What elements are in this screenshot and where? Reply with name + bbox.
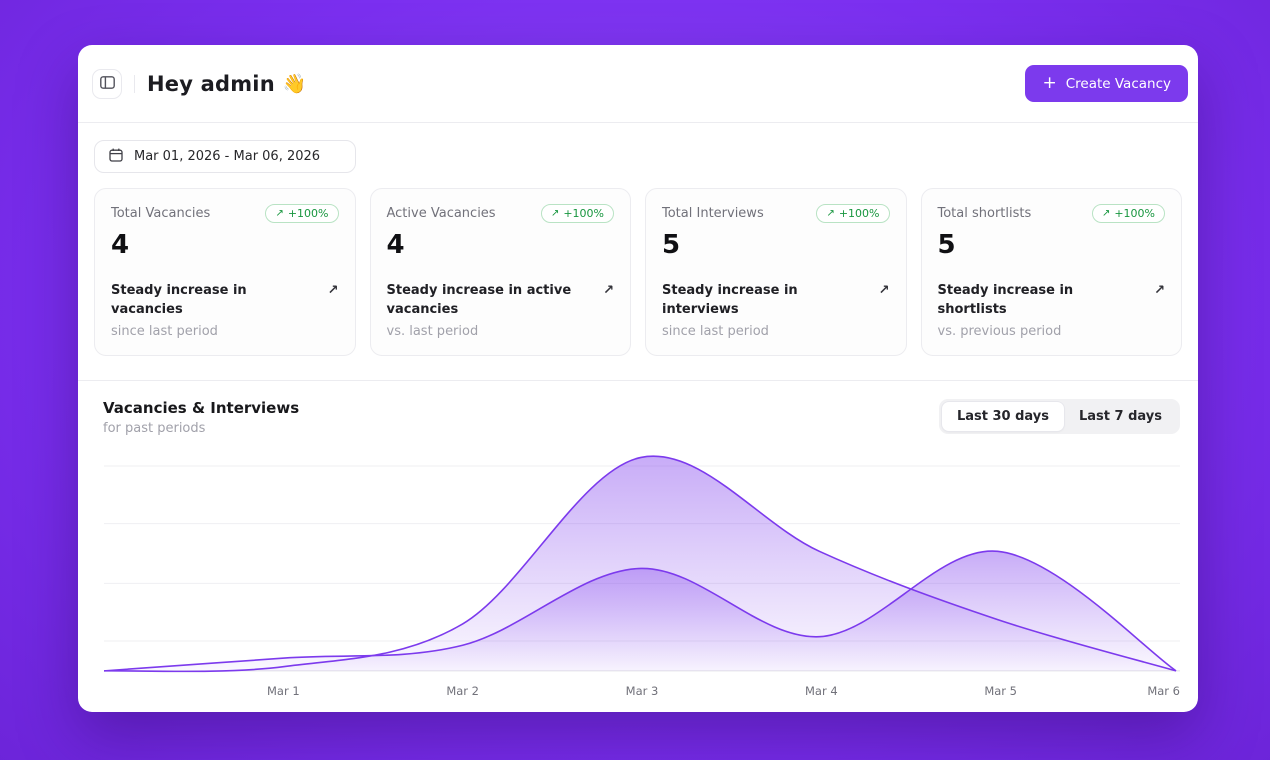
x-axis-label: Mar 4	[804, 684, 838, 698]
stat-title: Total Interviews	[662, 206, 764, 221]
page-title: Hey admin 👋	[147, 72, 307, 96]
stat-title: Active Vacancies	[386, 206, 496, 221]
stat-value: 4	[111, 230, 130, 260]
trend-badge: ↗ +100%	[265, 204, 339, 223]
chart-subtitle: for past periods	[103, 421, 206, 436]
trend-badge: ↗ +100%	[1091, 204, 1165, 223]
app-header: Hey admin 👋 + Create Vacancy	[78, 45, 1198, 123]
badge-value: +100%	[838, 207, 880, 220]
stat-title: Total Vacancies	[111, 206, 211, 221]
create-vacancy-label: Create Vacancy	[1065, 75, 1171, 92]
stat-card-total-shortlists: Total shortlists ↗ +100% 5 Steady increa…	[920, 188, 1182, 356]
range-button-last-7-days[interactable]: Last 7 days	[1064, 402, 1177, 431]
x-axis-labels: Mar 1 Mar 2 Mar 3 Mar 4 Mar 5 Mar 6	[104, 684, 1180, 702]
stat-highlight-text: Steady increase in active vacancies	[386, 283, 572, 318]
create-vacancy-button[interactable]: + Create Vacancy	[1025, 65, 1188, 102]
card-top: Active Vacancies ↗ +100%	[386, 204, 614, 223]
stat-title: Total shortlists	[937, 206, 1032, 221]
stat-card-active-vacancies: Active Vacancies ↗ +100% 4 Steady increa…	[369, 188, 631, 356]
x-axis-label: Mar 6	[1147, 684, 1180, 698]
trend-up-icon: ↗	[1154, 283, 1165, 299]
stat-value: 5	[937, 230, 956, 260]
wave-emoji-icon: 👋	[282, 73, 307, 95]
stat-value: 5	[662, 230, 681, 260]
stat-card-total-interviews: Total Interviews ↗ +100% 5 Steady increa…	[645, 188, 907, 356]
plus-icon: +	[1042, 73, 1057, 93]
date-row: Mar 01, 2026 - Mar 06, 2026	[78, 123, 1198, 188]
stat-caption: vs. last period	[386, 324, 479, 339]
section-divider	[78, 380, 1198, 381]
trend-badge: ↗ +100%	[816, 204, 890, 223]
badge-value: +100%	[563, 207, 604, 220]
stat-highlight: Steady increase in vacancies ↗	[111, 282, 339, 320]
trend-up-icon: ↗	[826, 208, 835, 219]
date-range-value: Mar 01, 2026 - Mar 06, 2026	[134, 149, 321, 164]
stat-highlight: Steady increase in shortlists ↗	[938, 282, 1166, 320]
chart-area: Mar 1 Mar 2 Mar 3 Mar 4 Mar 5 Mar 6	[78, 440, 1198, 712]
stat-value: 4	[386, 230, 405, 260]
stat-caption: since last period	[111, 324, 218, 339]
stat-highlight: Steady increase in active vacancies ↗	[387, 282, 615, 320]
trend-up-icon: ↗	[878, 283, 890, 299]
stat-caption: since last period	[662, 324, 769, 339]
trend-up-icon: ↗	[1101, 208, 1111, 219]
greeting-text: Hey admin	[147, 71, 275, 96]
trend-up-icon: ↗	[550, 208, 560, 219]
stat-highlight-text: Steady increase in vacancies	[111, 283, 247, 318]
trend-up-icon: ↗	[275, 208, 284, 219]
main-content: Mar 01, 2026 - Mar 06, 2026 Total Vacanc…	[78, 123, 1198, 712]
calendar-icon	[109, 148, 123, 166]
card-top: Total Vacancies ↗ +100%	[111, 204, 339, 223]
x-axis-label: Mar 2	[446, 684, 479, 698]
trend-up-icon: ↗	[603, 283, 614, 299]
card-top: Total Interviews ↗ +100%	[662, 204, 890, 223]
sidebar-panel-icon	[99, 75, 115, 92]
header-divider	[134, 74, 135, 93]
badge-value: +100%	[287, 207, 329, 220]
x-axis-label: Mar 1	[266, 684, 300, 698]
chart-title: Vacancies & Interviews	[103, 399, 300, 417]
trend-badge: ↗ +100%	[540, 204, 614, 223]
chart-header: Vacancies & Interviews for past periods …	[78, 381, 1198, 440]
stat-highlight: Steady increase in interviews ↗	[662, 282, 890, 320]
date-range-picker[interactable]: Mar 01, 2026 - Mar 06, 2026	[94, 140, 356, 173]
stat-caption: vs. previous period	[937, 324, 1062, 339]
badge-value: +100%	[1114, 207, 1155, 220]
stat-cards: Total Vacancies ↗ +100% 4 Steady increas…	[78, 188, 1198, 380]
trend-up-icon: ↗	[327, 283, 339, 299]
range-toggle-group: Last 30 days Last 7 days	[938, 399, 1180, 434]
app-window: Hey admin 👋 + Create Vacancy Mar 01, 202…	[78, 45, 1198, 712]
stat-card-total-vacancies: Total Vacancies ↗ +100% 4 Steady increas…	[94, 188, 356, 356]
chart-heading: Vacancies & Interviews for past periods	[103, 399, 299, 436]
stat-highlight-text: Steady increase in shortlists	[937, 283, 1074, 318]
x-axis-label: Mar 3	[625, 684, 659, 698]
x-axis-label: Mar 5	[984, 684, 1017, 698]
card-top: Total shortlists ↗ +100%	[937, 204, 1165, 223]
area-chart-svg	[104, 446, 1180, 680]
range-button-last-30-days[interactable]: Last 30 days	[941, 402, 1064, 431]
stat-highlight-text: Steady increase in interviews	[662, 283, 798, 318]
sidebar-toggle-button[interactable]	[92, 68, 122, 99]
